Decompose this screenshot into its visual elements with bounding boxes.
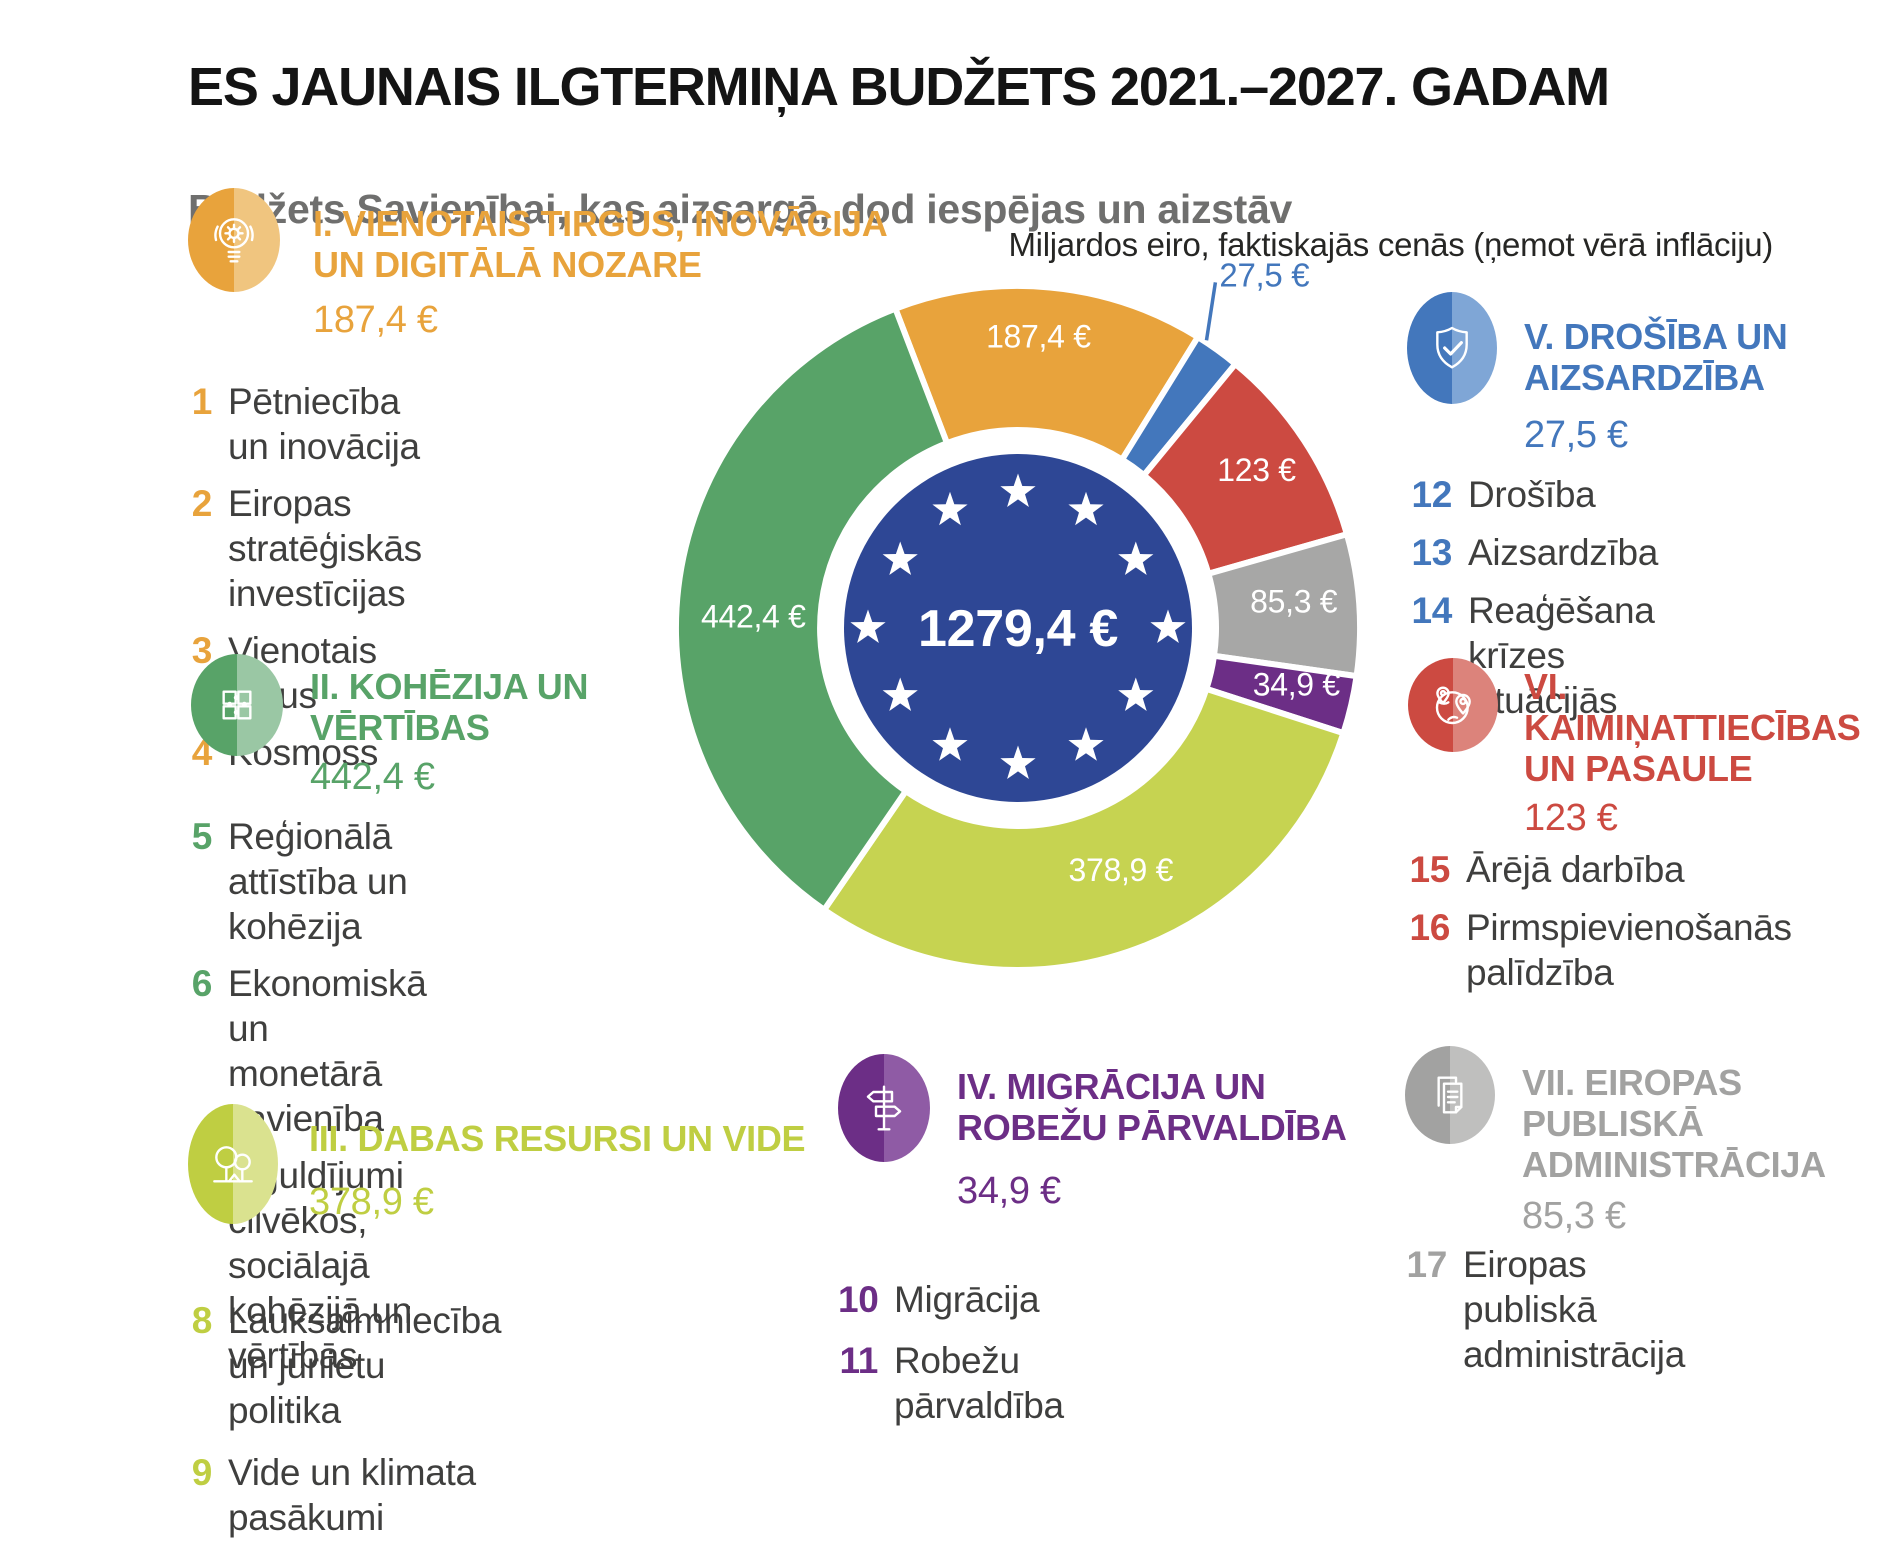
item-number: 12	[1411, 474, 1452, 515]
budget-item: 13 Aizsardzība	[1410, 530, 1658, 575]
segment-value-label: 123 €	[1217, 452, 1296, 488]
budget-item: 1 Pētniecība un inovācija	[190, 379, 422, 469]
segment-value-label: 85,3 €	[1250, 584, 1338, 620]
item-text: Ārējā darbība	[1466, 849, 1685, 890]
page-subtitle: Budžets Savienībai, kas aizsargā, dod ie…	[188, 186, 1293, 232]
segment-value-label: 442,4 €	[701, 598, 806, 634]
section-value: 27,5 €	[1524, 414, 1628, 456]
item-number: 5	[191, 816, 213, 857]
trees-icon	[188, 1104, 278, 1224]
segment-value-label: 34,9 €	[1253, 667, 1341, 703]
section-value: 442,4 €	[310, 756, 435, 798]
section-value: 34,9 €	[957, 1170, 1061, 1212]
eu-star	[850, 609, 886, 643]
donut-segment	[821, 685, 1347, 973]
segment-value-label: 378,9 €	[1068, 852, 1173, 888]
budget-item: 15 Ārējā darbība	[1408, 847, 1792, 892]
eu-star	[1118, 677, 1154, 711]
eu-star	[1068, 727, 1104, 761]
budget-item: 16 Pirmspievienošanās palīdzība	[1408, 905, 1792, 995]
eu-flag-center	[844, 454, 1192, 802]
budget-item: 11 Robežu pārvaldība	[838, 1338, 1064, 1428]
item-number: 8	[191, 1300, 213, 1341]
documents-icon	[1405, 1046, 1495, 1144]
section-title: III. DABAS RESURSI UN VIDE	[309, 1118, 806, 1159]
section-value: 187,4 €	[313, 299, 438, 341]
puzzle-icon	[191, 654, 283, 756]
section-title: VI. KAIMIŅATTIECĪBAS UN PASAULE	[1524, 666, 1861, 789]
budget-item: 9 Vide un klimata pasākumi	[190, 1450, 501, 1540]
budget-item: 2 Eiropas stratēģiskās investīcijas	[190, 481, 422, 616]
signpost-icon	[838, 1054, 930, 1162]
item-number: 1	[191, 381, 213, 422]
lightbulb-gear-icon	[188, 188, 280, 292]
item-number: 6	[191, 963, 213, 1004]
item-number: 14	[1411, 590, 1452, 631]
page-title: ES JAUNAIS ILGTERMIŅA BUDŽETS 2021.–2027…	[188, 57, 1610, 117]
item-text: Robežu pārvaldība	[894, 1340, 1064, 1426]
section-title: V. DROŠĪBA UN AIZSARDZĪBA	[1524, 316, 1788, 398]
item-number: 13	[1411, 532, 1452, 573]
section-value: 123 €	[1524, 797, 1618, 839]
budget-item: 17 Eiropas publiskā administrācija	[1405, 1242, 1685, 1377]
eu-star	[1150, 609, 1186, 643]
label-leader-line	[1204, 282, 1218, 341]
budget-item: 6 Ekonomiskā un monetārā savienība	[190, 961, 427, 1141]
item-number: 3	[191, 630, 213, 671]
segment-value-label: 187,4 €	[986, 319, 1091, 355]
item-number: 17	[1406, 1244, 1447, 1285]
eu-star	[932, 727, 968, 761]
donut-segment	[892, 283, 1201, 463]
eu-star	[882, 541, 918, 575]
eu-star	[1000, 473, 1036, 507]
donut-segment	[672, 305, 950, 913]
eu-star	[1118, 541, 1154, 575]
section-value: 378,9 €	[309, 1181, 434, 1223]
budget-item: 5 Reģionālā attīstība un kohēzija	[190, 814, 427, 949]
eu-star	[1068, 491, 1104, 526]
budget-item: 8 Lauksaimniecība un jūrlietu politika	[190, 1298, 502, 1433]
segment-value-label: 27,5 €	[1219, 256, 1309, 293]
item-number: 10	[838, 1279, 879, 1320]
unit-note: Miljardos eiro, faktiskajās cenās (ņemot…	[1008, 226, 1773, 263]
item-number: 15	[1409, 849, 1450, 890]
item-text: Pētniecība un inovācija	[228, 381, 420, 467]
shield-check-icon	[1407, 292, 1497, 404]
item-text: Eiropas publiskā administrācija	[1463, 1244, 1685, 1375]
eu-star	[1000, 745, 1036, 779]
item-number: 16	[1409, 907, 1450, 948]
section-title: IV. MIGRĀCIJA UN ROBEŽU PĀRVALDĪBA	[957, 1066, 1347, 1148]
item-text: Ekonomiskā un monetārā savienība	[228, 963, 427, 1139]
eu-star	[882, 677, 918, 711]
budget-donut-chart: 187,4 € 27,5 € 123 € 85,3 € 34,9 € 378,9 € 442…	[672, 256, 1363, 973]
section-value: 85,3 €	[1522, 1195, 1626, 1237]
budget-item: 12 Drošība	[1410, 472, 1658, 517]
total-budget-label: 1279,4 €	[918, 600, 1118, 658]
item-number: 2	[191, 483, 213, 524]
item-text: Drošība	[1468, 474, 1596, 515]
section-title: II. KOHĒZIJA UN VĒRTĪBAS	[310, 666, 589, 748]
section-title: I. VIENOTAIS TIRGUS, INOVĀCIJA UN DIGITĀ…	[313, 203, 888, 285]
item-number: 11	[839, 1340, 878, 1381]
item-text: Reģionālā attīstība un kohēzija	[228, 816, 408, 947]
item-text: Migrācija	[894, 1279, 1040, 1320]
budget-item: 10 Migrācija	[838, 1277, 1064, 1322]
item-number: 9	[191, 1452, 213, 1493]
globe-pins-icon	[1408, 658, 1498, 752]
item-text: Eiropas stratēģiskās investīcijas	[228, 483, 422, 614]
item-text: Aizsardzība	[1468, 532, 1659, 573]
item-text: Lauksaimniecība un jūrlietu politika	[228, 1300, 502, 1431]
item-text: Vide un klimata pasākumi	[228, 1452, 476, 1538]
eu-star	[932, 491, 968, 526]
item-text: Pirmspievienošanās palīdzība	[1466, 907, 1792, 993]
section-title: VII. EIROPAS PUBLISKĀ ADMINISTRĀCIJA	[1522, 1062, 1826, 1185]
